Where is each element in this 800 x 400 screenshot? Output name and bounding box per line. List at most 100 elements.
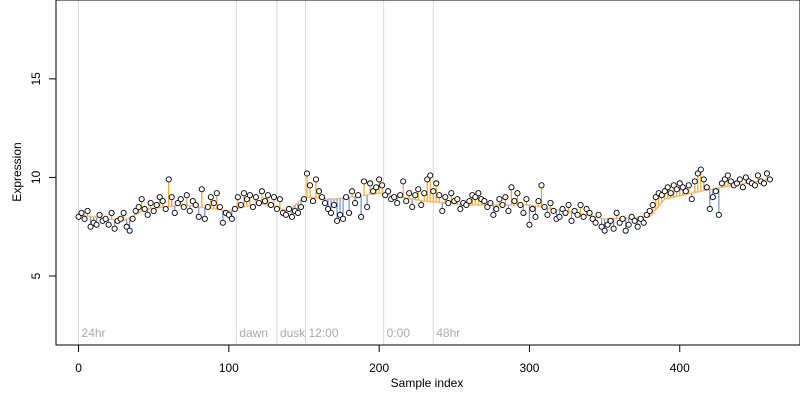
- data-point-169: [583, 205, 590, 213]
- data-point-69: [282, 211, 290, 218]
- data-point-162: [562, 209, 569, 216]
- data-point-204: [688, 196, 695, 203]
- data-point-107: [397, 192, 404, 199]
- data-point-215: [721, 176, 728, 183]
- data-point-27: [156, 194, 163, 201]
- data-point-41: [198, 186, 205, 193]
- data-point-182: [622, 227, 629, 234]
- annotation-label-2: dusk: [280, 326, 306, 340]
- data-point-160: [556, 213, 563, 220]
- data-point-143: [505, 207, 512, 214]
- data-point-93: [355, 192, 362, 199]
- data-point-228: [760, 180, 767, 187]
- data-point-120: [436, 192, 443, 199]
- data-point-139: [493, 205, 500, 213]
- data-point-7: [96, 211, 103, 218]
- data-point-1: [78, 209, 85, 216]
- data-point-26: [153, 201, 160, 209]
- data-point-144: [508, 184, 515, 191]
- data-point-32: [171, 209, 178, 216]
- data-point-81: [318, 194, 326, 201]
- data-point-91: [349, 188, 356, 195]
- x-axis-title: Sample index: [391, 376, 464, 390]
- data-points: [75, 166, 773, 234]
- data-point-82: [321, 200, 329, 207]
- data-point-177: [607, 217, 614, 224]
- data-point-220: [736, 176, 743, 183]
- data-point-44: [207, 194, 214, 201]
- data-point-133: [475, 190, 482, 197]
- data-point-105: [391, 194, 398, 201]
- data-point-109: [403, 198, 410, 205]
- data-point-75: [300, 196, 308, 203]
- data-point-92: [352, 200, 359, 207]
- data-point-48: [219, 219, 226, 226]
- x-tick-label-100: 100: [219, 361, 239, 375]
- data-point-3: [84, 207, 91, 214]
- data-point-168: [580, 213, 587, 220]
- data-point-145: [511, 198, 518, 205]
- data-point-157: [547, 200, 554, 207]
- data-point-127: [457, 205, 464, 213]
- data-point-118: [430, 188, 437, 195]
- data-point-185: [631, 217, 638, 224]
- data-point-21: [138, 196, 145, 203]
- data-point-80: [315, 188, 323, 195]
- data-point-9: [102, 215, 109, 222]
- data-point-53: [234, 194, 241, 201]
- data-point-38: [189, 198, 196, 205]
- data-point-46: [213, 190, 220, 197]
- data-point-33: [174, 200, 181, 207]
- data-point-200: [676, 180, 683, 187]
- data-point-152: [532, 213, 539, 220]
- data-point-12: [111, 225, 118, 232]
- annotation-label-3: 12:00: [309, 326, 339, 340]
- data-point-153: [535, 198, 542, 205]
- data-point-31: [168, 194, 175, 201]
- data-point-62: [261, 198, 268, 205]
- data-point-106: [394, 200, 401, 207]
- data-point-94: [358, 213, 365, 220]
- y-tick-label-5: 5: [29, 272, 43, 279]
- data-point-192: [652, 194, 659, 201]
- data-point-112: [412, 192, 419, 199]
- data-point-222: [742, 174, 749, 181]
- x-axis: 0 100 200 300 400: [75, 344, 690, 375]
- data-point-206: [694, 170, 701, 177]
- data-point-186: [634, 223, 641, 230]
- data-point-148: [520, 209, 527, 216]
- data-point-24: [147, 200, 154, 207]
- data-point-99: [373, 184, 380, 191]
- data-point-151: [529, 205, 536, 213]
- data-point-30: [165, 176, 172, 183]
- data-point-84: [328, 209, 335, 216]
- data-point-102: [382, 192, 389, 199]
- data-point-29: [162, 205, 169, 213]
- data-point-35: [180, 203, 187, 211]
- data-point-4: [87, 223, 94, 230]
- data-point-110: [406, 190, 413, 197]
- data-point-183: [625, 221, 632, 228]
- data-point-20: [135, 203, 142, 211]
- data-point-25: [150, 207, 157, 214]
- data-point-60: [255, 200, 262, 207]
- annotation-label-5: 48hr: [436, 326, 460, 340]
- data-point-190: [646, 207, 653, 214]
- data-point-197: [667, 190, 674, 197]
- data-point-100: [376, 176, 383, 183]
- data-point-90: [346, 209, 353, 216]
- annotation-label-1: dawn: [239, 326, 268, 340]
- data-point-226: [754, 172, 761, 179]
- data-point-119: [433, 180, 440, 187]
- x-tick-label-400: 400: [670, 361, 690, 375]
- data-point-158: [550, 207, 557, 214]
- data-point-161: [559, 205, 566, 213]
- data-point-207: [697, 166, 704, 173]
- data-point-138: [490, 211, 497, 218]
- data-point-108: [400, 178, 407, 185]
- data-point-136: [484, 203, 491, 211]
- data-point-74: [297, 203, 305, 211]
- data-point-34: [177, 196, 184, 203]
